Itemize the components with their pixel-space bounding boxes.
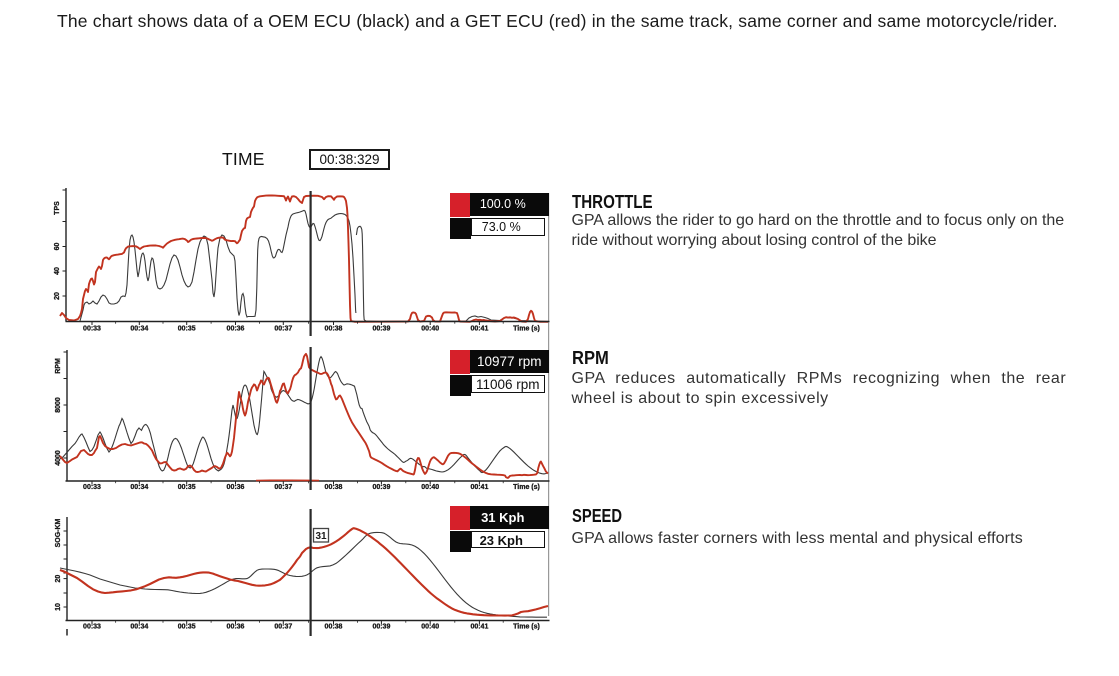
svg-text:Time (s): Time (s) bbox=[513, 484, 540, 491]
svg-text:00:38: 00:38 bbox=[325, 484, 343, 491]
svg-text:00:39: 00:39 bbox=[372, 484, 390, 491]
svg-text:00:33: 00:33 bbox=[83, 325, 101, 332]
svg-text:00:39: 00:39 bbox=[372, 325, 390, 332]
svg-text:20: 20 bbox=[55, 575, 62, 583]
svg-text:40: 40 bbox=[54, 267, 61, 275]
svg-text:00:41: 00:41 bbox=[470, 484, 488, 491]
svg-text:8000: 8000 bbox=[55, 397, 62, 413]
svg-text:00:34: 00:34 bbox=[130, 484, 148, 491]
svg-text:00:35: 00:35 bbox=[178, 484, 196, 491]
svg-text:00:36: 00:36 bbox=[227, 624, 245, 631]
svg-text:00:36: 00:36 bbox=[227, 325, 245, 332]
svg-text:00:40: 00:40 bbox=[421, 325, 439, 332]
svg-text:00:38: 00:38 bbox=[325, 624, 343, 631]
svg-text:4000: 4000 bbox=[55, 450, 62, 466]
svg-text:00:39: 00:39 bbox=[372, 624, 390, 631]
svg-text:00:36: 00:36 bbox=[227, 484, 245, 491]
svg-text:00:37: 00:37 bbox=[274, 325, 292, 332]
svg-text:00:40: 00:40 bbox=[421, 624, 439, 631]
svg-text:31: 31 bbox=[315, 531, 327, 542]
svg-text:00:33: 00:33 bbox=[83, 484, 101, 491]
svg-text:00:34: 00:34 bbox=[130, 325, 148, 332]
svg-text:00:37: 00:37 bbox=[274, 624, 292, 631]
svg-text:00:34: 00:34 bbox=[130, 624, 148, 631]
svg-text:60: 60 bbox=[54, 243, 61, 251]
svg-text:00:35: 00:35 bbox=[178, 624, 196, 631]
svg-text:20: 20 bbox=[54, 292, 61, 300]
svg-text:00:37: 00:37 bbox=[274, 484, 292, 491]
svg-text:00:38: 00:38 bbox=[325, 325, 343, 332]
svg-text:00:40: 00:40 bbox=[421, 484, 439, 491]
svg-text:SOG-KM: SOG-KM bbox=[55, 518, 62, 547]
svg-text:00:41: 00:41 bbox=[470, 624, 488, 631]
svg-text:00:33: 00:33 bbox=[83, 624, 101, 631]
svg-text:Time (s): Time (s) bbox=[513, 325, 540, 332]
svg-text:Time (s): Time (s) bbox=[513, 624, 540, 631]
svg-text:10: 10 bbox=[55, 603, 62, 611]
svg-text:00:35: 00:35 bbox=[178, 325, 196, 332]
svg-text:00:41: 00:41 bbox=[470, 325, 488, 332]
svg-text:TPS: TPS bbox=[54, 201, 61, 215]
svg-text:RPM: RPM bbox=[55, 358, 62, 374]
